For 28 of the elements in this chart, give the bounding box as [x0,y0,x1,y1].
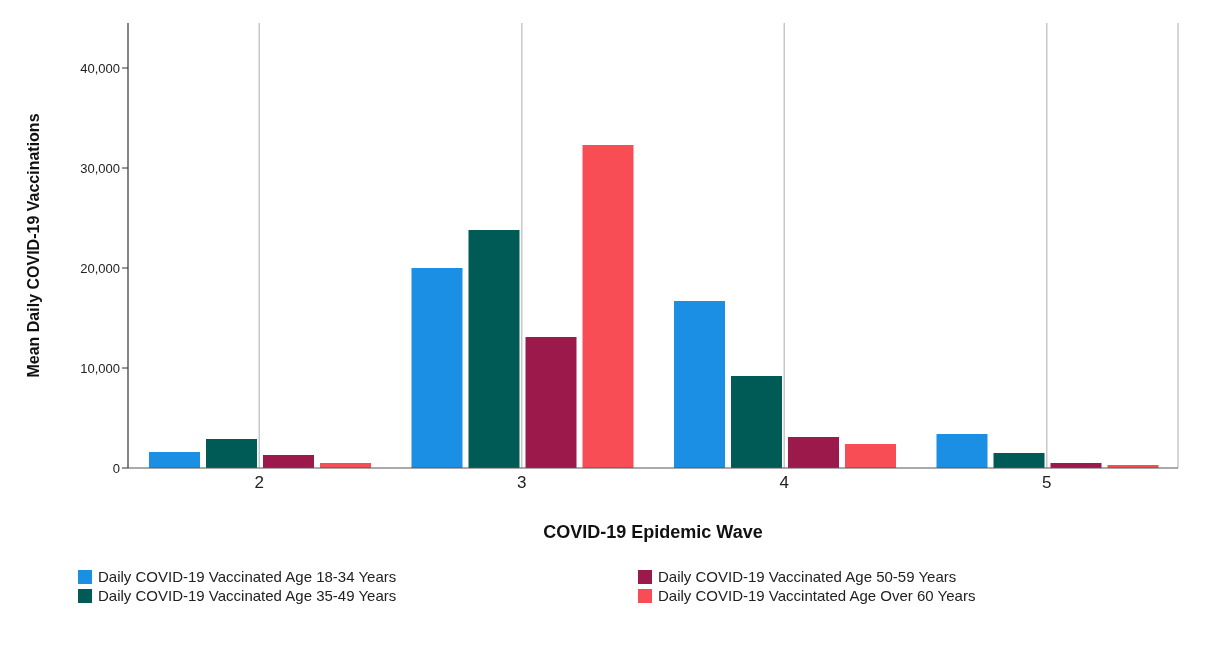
x-tick-label: 3 [517,473,527,493]
bar [674,301,725,468]
bar [468,230,520,468]
bar [993,453,1045,468]
legend-label: Daily COVID-19 Vaccinated Age 50-59 Years [658,568,957,585]
legend-label: Daily COVID-19 Vaccintated Age Over 60 Years [658,587,976,604]
y-tick-label: 20,000 [80,260,120,276]
x-tick-label: 5 [1042,473,1052,493]
bar [149,452,200,468]
y-tick-label: 30,000 [80,160,120,176]
legend-label: Daily COVID-19 Vaccinated Age 35-49 Years [98,587,397,604]
bar [731,376,782,468]
bar [788,437,839,468]
y-tick-label: 0 [112,460,120,476]
y-tick-label: 10,000 [80,360,120,376]
x-tick-label: 4 [779,473,789,493]
x-axis-title: COVID-19 Epidemic Wave [543,522,763,542]
y-tick-label: 40,000 [80,60,120,76]
bar [263,455,314,468]
bar [582,145,634,468]
bar [936,434,988,468]
bar [525,337,577,468]
y-axis-title: Mean Daily COVID-19 Vaccinations [24,113,42,378]
bar [845,444,896,468]
x-tick-label: 2 [254,473,264,493]
legend-label: Daily COVID-19 Vaccinated Age 18-34 Years [98,568,397,585]
bar [206,439,257,468]
bar [411,268,463,468]
